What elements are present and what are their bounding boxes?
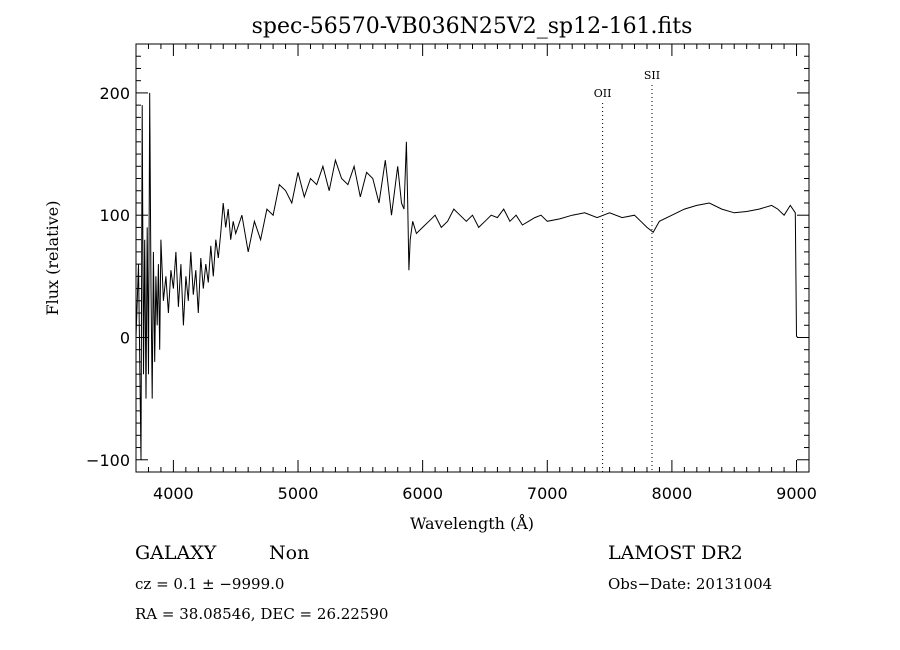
y-axis-label: Flux (relative) — [43, 201, 62, 316]
annotation-label: OII — [594, 87, 612, 100]
x-tick-label: 6000 — [402, 484, 443, 503]
survey-name: LAMOST DR2 — [608, 542, 743, 564]
y-tick-label: 200 — [99, 84, 130, 103]
y-axis-ticks: −100 0 100 200 — [86, 43, 809, 473]
redshift-text: cz = 0.1 ± −9999.0 — [135, 575, 285, 593]
x-tick-label: 5000 — [278, 484, 319, 503]
coordinates: RA = 38.08546, DEC = 26.22590 — [135, 605, 389, 623]
y-tick-label: 0 — [120, 328, 130, 347]
annotation-label: SII — [644, 69, 660, 82]
plot-frame — [135, 43, 810, 473]
x-tick-label: 8000 — [652, 484, 693, 503]
chart-title: spec-56570-VB036N25V2_sp12-161.fits — [252, 14, 693, 39]
x-tick-label: 9000 — [776, 484, 817, 503]
object-subclass: Non — [269, 542, 310, 564]
object-class: GALAXY — [135, 542, 217, 564]
y-tick-label: 100 — [99, 206, 130, 225]
spectrum-line — [135, 92, 799, 460]
line-annotations: OII SII — [594, 69, 660, 472]
obs-date: Obs−Date: 20131004 — [608, 575, 773, 593]
y-tick-label: −100 — [86, 451, 130, 470]
x-axis-ticks: 4000 5000 6000 7000 8000 9000 — [135, 44, 817, 503]
x-axis-label: Wavelength (Å) — [410, 513, 534, 533]
x-tick-label: 4000 — [153, 484, 194, 503]
x-tick-label: 7000 — [527, 484, 568, 503]
